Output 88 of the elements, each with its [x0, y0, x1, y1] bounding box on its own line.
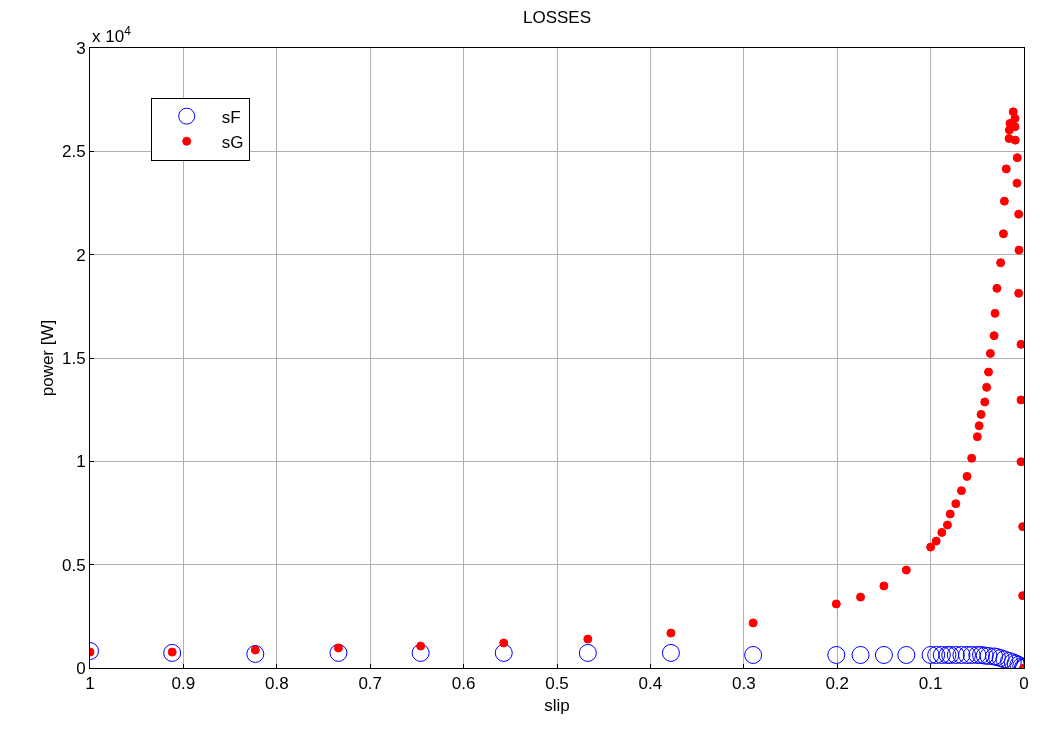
x-tick-label: 0.5 — [545, 674, 569, 694]
y-tick-label: 2 — [76, 245, 86, 265]
point — [897, 645, 916, 664]
point — [996, 258, 1006, 268]
y-tick-label: 3 — [76, 38, 86, 58]
point — [951, 499, 961, 509]
point — [980, 397, 990, 407]
point — [984, 367, 994, 377]
point — [874, 645, 893, 664]
point — [329, 643, 348, 662]
x-tick-label: 0 — [1019, 674, 1029, 694]
point — [968, 645, 987, 664]
point — [999, 196, 1009, 206]
y-tick-label: 0.5 — [61, 555, 86, 575]
point — [989, 331, 999, 341]
point — [831, 599, 841, 609]
point — [932, 645, 951, 664]
point — [1012, 178, 1022, 188]
y-tick-label: 1 — [76, 452, 86, 472]
point — [494, 643, 513, 662]
point — [748, 618, 758, 628]
x-tick-label: 0.4 — [638, 674, 663, 694]
text: x 10$^{4}$ — [92, 24, 132, 47]
chart-title: LOSSES — [522, 7, 592, 27]
point — [411, 643, 430, 662]
point — [921, 645, 940, 664]
point — [998, 229, 1008, 239]
point — [578, 643, 597, 662]
point — [416, 641, 426, 651]
point — [937, 527, 947, 537]
point — [946, 645, 965, 664]
point — [991, 649, 1010, 668]
point — [1016, 339, 1024, 349]
point — [976, 409, 986, 419]
y-tick-label: 0 — [76, 658, 86, 678]
x-tick-label: 0.9 — [171, 674, 196, 694]
point — [1010, 113, 1020, 123]
point — [661, 643, 680, 662]
point — [1010, 135, 1020, 145]
point — [956, 486, 966, 496]
y-tick-label: 2.5 — [61, 142, 86, 162]
point — [851, 645, 870, 664]
point — [1014, 209, 1024, 219]
point — [927, 645, 946, 664]
point — [979, 647, 998, 665]
x-tick-label: 0.7 — [358, 674, 383, 694]
point — [879, 581, 889, 591]
y-tick-label: 1.5 — [61, 348, 86, 368]
point — [990, 308, 1000, 318]
point — [942, 520, 952, 530]
point — [926, 542, 936, 552]
point — [1016, 395, 1024, 405]
point — [992, 283, 1002, 293]
point — [982, 382, 992, 392]
point — [962, 471, 972, 481]
x-tick-label: 0.1 — [918, 674, 943, 694]
point — [1012, 153, 1022, 163]
point — [901, 565, 911, 575]
point — [1016, 457, 1024, 467]
point — [499, 638, 509, 648]
x-tick-label: 0.2 — [825, 674, 850, 694]
point — [1001, 164, 1011, 174]
point — [985, 348, 995, 358]
point — [744, 645, 763, 664]
point — [962, 645, 981, 664]
legend-label: sG — [221, 132, 244, 152]
point — [1014, 288, 1024, 298]
point — [967, 453, 977, 463]
point — [827, 645, 846, 664]
point — [246, 644, 265, 663]
point — [163, 643, 182, 662]
x-axis-title: slip — [544, 695, 570, 715]
point — [945, 509, 955, 519]
point — [583, 634, 593, 644]
x-tick-label: 0.8 — [264, 674, 289, 694]
point — [972, 432, 982, 442]
point — [995, 650, 1014, 668]
point — [958, 645, 977, 664]
x-tick-label: 0.6 — [451, 674, 476, 694]
point — [856, 592, 866, 602]
point — [931, 536, 941, 546]
x-tick-label: 0.3 — [731, 674, 756, 694]
point — [974, 421, 984, 431]
point — [1014, 245, 1024, 255]
legend-label: sF — [221, 107, 241, 127]
point — [666, 628, 676, 638]
point — [952, 645, 971, 664]
y-axis-title: power [W] — [37, 319, 57, 397]
